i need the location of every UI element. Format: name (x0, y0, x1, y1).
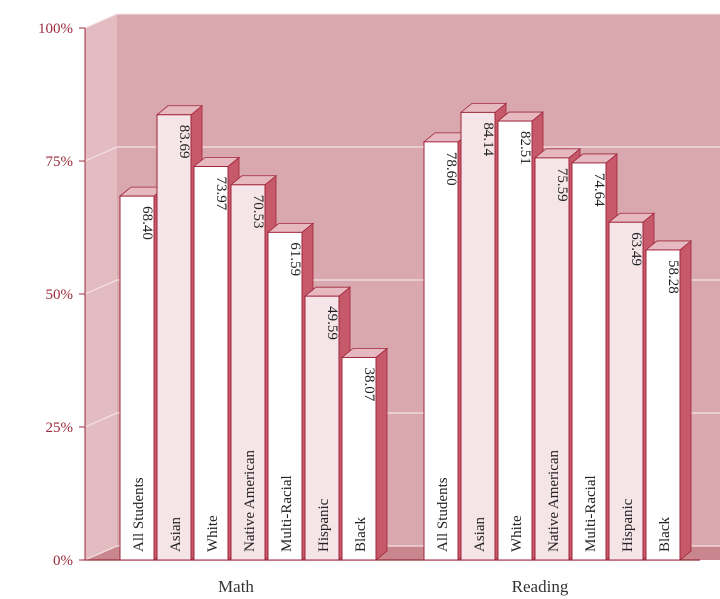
bar-value-label: 73.97 (213, 176, 229, 210)
bar-value-label: 70.53 (250, 195, 266, 229)
bar (230, 184, 266, 561)
bar-value-label: 68.40 (139, 206, 155, 240)
bar-category-label: Hispanic (620, 498, 636, 552)
bar-category-label: Native American (546, 449, 562, 552)
bar (608, 221, 644, 561)
grid-line (84, 13, 720, 29)
bar-value-label: 84.14 (480, 122, 496, 156)
bar-category-label: Asian (168, 517, 184, 552)
y-tick-label: 25% (46, 420, 74, 436)
group-label: Reading (512, 577, 569, 596)
bar-value-label: 74.64 (591, 173, 607, 207)
group-labels: Math Reading (218, 577, 569, 596)
bar (497, 120, 533, 561)
bar-category-label: All Students (435, 477, 451, 552)
bar-category-label: Multi-Racial (583, 475, 599, 552)
bar-category-label: Multi-Racial (279, 475, 295, 552)
bar-value-label: 38.07 (361, 367, 377, 401)
bar-value-label: 58.28 (665, 260, 681, 294)
bars: 68.40 All Students 83.69 Asian 73.97 White 70.… (118, 102, 693, 561)
bar-value-label: 63.49 (628, 232, 644, 266)
y-tick-label: 75% (46, 154, 74, 170)
bar-category-label: Hispanic (316, 498, 332, 552)
bar (119, 195, 155, 561)
bar (267, 231, 303, 561)
bar-value-label: 78.60 (443, 152, 459, 186)
bar (156, 114, 192, 561)
bar-category-label: Asian (472, 517, 488, 552)
bar-category-label: White (205, 515, 221, 552)
y-tick-label: 100% (38, 21, 73, 37)
y-axis-ticks: 0% 25% 50% 75% 100% (38, 21, 85, 569)
bar (645, 249, 681, 561)
bar-category-label: White (509, 515, 525, 552)
y-tick-label: 50% (46, 287, 74, 303)
bar-value-label: 61.59 (287, 242, 303, 276)
bar-value-label: 82.51 (517, 131, 533, 165)
bar (460, 111, 496, 561)
y-tick-label: 0% (53, 553, 73, 569)
bar (193, 165, 229, 561)
bar-category-label: All Students (131, 477, 147, 552)
bar (423, 141, 459, 561)
bar-category-label: Native American (242, 449, 258, 552)
bar-value-label: 49.59 (324, 306, 340, 340)
bar (341, 356, 377, 561)
bar-category-label: Black (657, 517, 673, 552)
bar-value-label: 83.69 (176, 125, 192, 159)
bar (534, 157, 570, 561)
group-label: Math (218, 577, 254, 596)
bar (571, 162, 607, 561)
bar-category-label: Black (353, 517, 369, 552)
bar-value-label: 75.59 (554, 168, 570, 202)
bar (304, 295, 340, 561)
